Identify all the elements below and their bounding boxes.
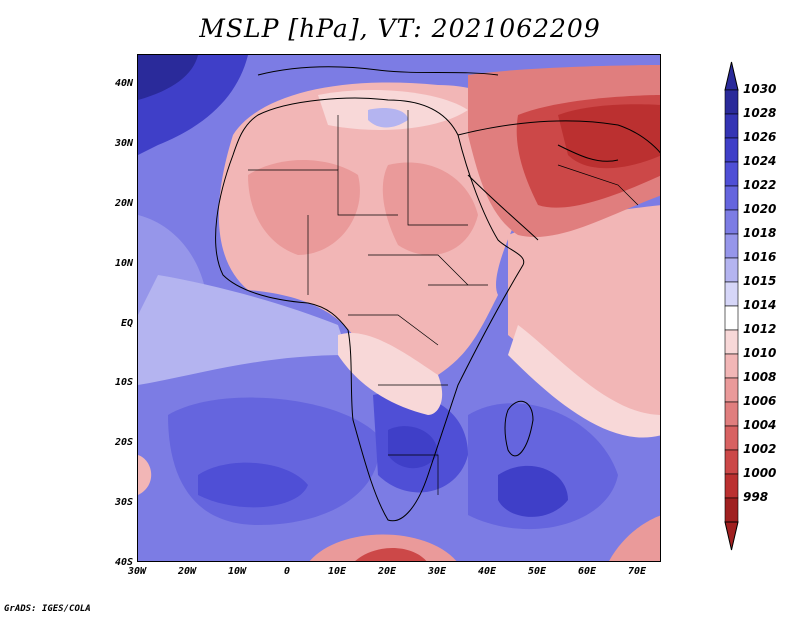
colorbar-label-1030: 1030 bbox=[743, 82, 777, 96]
colorbar-segment-1015 bbox=[724, 281, 739, 307]
pressure-field bbox=[138, 55, 660, 561]
europe-coastline bbox=[257, 66, 499, 76]
colorbar-bottom-arrow bbox=[724, 521, 739, 551]
colorbar-segment-1028 bbox=[724, 113, 739, 139]
colorbar-top-arrow bbox=[724, 61, 739, 91]
colorbar-label-1010: 1010 bbox=[743, 346, 777, 360]
south-atlantic-high-core bbox=[198, 462, 308, 508]
colorbar-segment-1018 bbox=[724, 233, 739, 259]
colorbar-label-1026: 1026 bbox=[743, 130, 777, 144]
colorbar-segment-1030 bbox=[724, 89, 739, 115]
colorbar-label-1018: 1018 bbox=[743, 226, 777, 240]
colorbar-label-1016: 1016 bbox=[743, 250, 777, 264]
lon-label-10e: 10E bbox=[327, 566, 347, 577]
colorbar-segment-1026 bbox=[724, 137, 739, 163]
lat-label-40n: 40N bbox=[114, 78, 133, 89]
sahara-low bbox=[248, 160, 360, 255]
lon-label-20e: 20E bbox=[377, 566, 397, 577]
lat-label-30n: 30N bbox=[114, 138, 133, 149]
border-south-africa bbox=[388, 454, 439, 495]
colorbar-segment-1016 bbox=[724, 257, 739, 283]
lat-label-40s: 40S bbox=[114, 557, 133, 568]
colorbar-label-1008: 1008 bbox=[743, 370, 777, 384]
map-title: MSLP [hPa], VT: 2021062209 bbox=[199, 14, 601, 43]
border-car-sudan bbox=[368, 254, 469, 286]
persian-gulf-coast bbox=[557, 144, 619, 162]
coastlines bbox=[215, 66, 660, 522]
equatorial-neutral bbox=[338, 333, 443, 415]
colorbar-segment-1010 bbox=[724, 353, 739, 379]
lon-label-70e: 70E bbox=[627, 566, 647, 577]
colorbar-segment-1024 bbox=[724, 161, 739, 187]
madagascar-coastline bbox=[504, 400, 534, 457]
colorbar-segment-1014 bbox=[724, 305, 739, 331]
colorbar-segment-1008 bbox=[724, 377, 739, 403]
colorbar-segment-998 bbox=[724, 497, 739, 523]
colorbar-label-1022: 1022 bbox=[743, 178, 777, 192]
sudan-low bbox=[382, 162, 478, 255]
lon-label-20w: 20W bbox=[177, 566, 197, 577]
lon-label-30w: 30W bbox=[127, 566, 147, 577]
indian-ocean-high-core bbox=[498, 465, 568, 517]
lon-label-30e: 30E bbox=[427, 566, 447, 577]
colorbar-label-1024: 1024 bbox=[743, 154, 777, 168]
lon-label-60e: 60E bbox=[577, 566, 597, 577]
pressure-map bbox=[137, 54, 661, 562]
colorbar-segment-1020 bbox=[724, 209, 739, 235]
colorbar-label-1006: 1006 bbox=[743, 394, 777, 408]
colorbar-segment-1004 bbox=[724, 425, 739, 451]
colorbar-label-1015: 1015 bbox=[743, 274, 777, 288]
border-drc bbox=[348, 314, 439, 346]
southwest-low bbox=[138, 455, 152, 495]
lat-label-eq: EQ bbox=[120, 318, 133, 329]
border-egypt-sudan bbox=[407, 110, 468, 226]
colorbar-segment-1000 bbox=[724, 473, 739, 499]
africa-coastline bbox=[215, 97, 525, 522]
colorbar-label-1012: 1012 bbox=[743, 322, 777, 336]
lon-label-10w: 10W bbox=[227, 566, 247, 577]
southern-low-core bbox=[355, 548, 427, 561]
border-sahara bbox=[248, 169, 398, 216]
colorbar-segment-1002 bbox=[724, 449, 739, 475]
lat-label-30s: 30S bbox=[114, 497, 133, 508]
colorbar-label-1028: 1028 bbox=[743, 106, 777, 120]
colorbar-label-998: 998 bbox=[743, 490, 769, 504]
southeast-low bbox=[609, 515, 660, 561]
lat-label-10s: 10S bbox=[114, 377, 133, 388]
red-sea-coast bbox=[467, 174, 539, 241]
lat-label-20n: 20N bbox=[114, 198, 133, 209]
mediterranean-high-spot bbox=[368, 108, 408, 128]
persian-gulf-low bbox=[558, 104, 660, 169]
lon-label-40e: 40E bbox=[477, 566, 497, 577]
lat-label-20s: 20S bbox=[114, 437, 133, 448]
atlantic-light-band bbox=[138, 275, 348, 385]
colorbar-label-1000: 1000 bbox=[743, 466, 777, 480]
credit-text: GrADS: IGES/COLA bbox=[4, 604, 91, 614]
colorbar-segment-1006 bbox=[724, 401, 739, 427]
high-pressure-nw-core bbox=[138, 55, 198, 100]
border-arabia bbox=[557, 164, 639, 206]
africa-low-pressure bbox=[218, 82, 539, 377]
southern-low bbox=[309, 534, 457, 561]
arabia-coastline bbox=[457, 120, 660, 154]
colorbar-label-1004: 1004 bbox=[743, 418, 777, 432]
country-borders bbox=[248, 110, 639, 495]
colorbar-segment-1012 bbox=[724, 329, 739, 355]
neutral-band-east bbox=[508, 325, 660, 438]
southern-africa-high-core bbox=[388, 426, 438, 469]
colorbar-label-1020: 1020 bbox=[743, 202, 777, 216]
lat-label-10n: 10N bbox=[114, 258, 133, 269]
colorbar-segment-1022 bbox=[724, 185, 739, 211]
colorbar bbox=[724, 61, 739, 551]
colorbar-label-1014: 1014 bbox=[743, 298, 777, 312]
lon-label-50e: 50E bbox=[527, 566, 547, 577]
lon-label-0: 0 bbox=[283, 566, 291, 577]
colorbar-label-1002: 1002 bbox=[743, 442, 777, 456]
